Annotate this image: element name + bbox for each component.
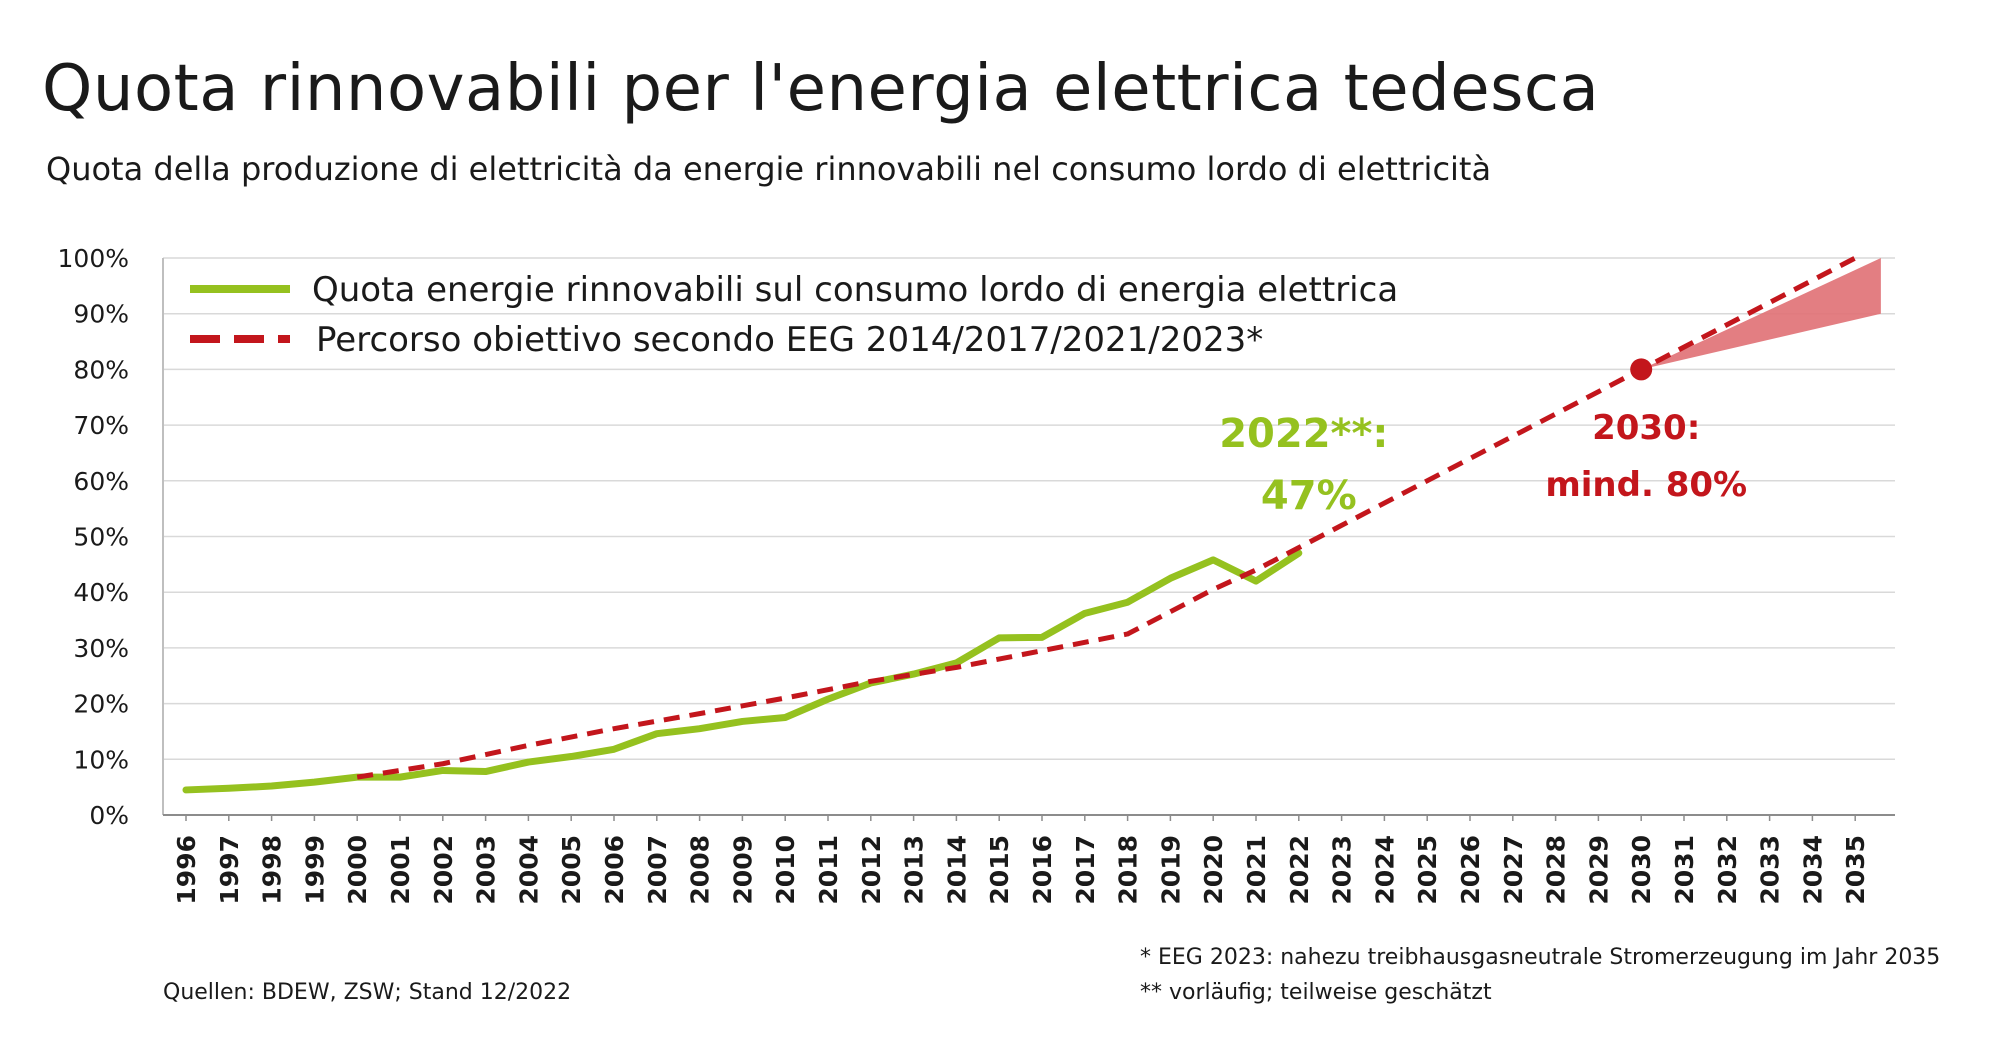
x-tick-label: 2022 (1285, 835, 1314, 905)
y-tick-label: 100% (58, 244, 129, 273)
x-tick-label: 2009 (728, 835, 757, 905)
x-tick-label: 2021 (1242, 835, 1271, 905)
x-tick-label: 2002 (429, 835, 458, 905)
x-tick-label: 2004 (514, 835, 543, 905)
y-tick-label: 50% (73, 523, 129, 552)
x-tick-label: 2029 (1584, 835, 1613, 905)
x-tick-label: 2020 (1199, 835, 1228, 905)
x-tick-label: 2000 (343, 835, 372, 905)
renewables-share-line (182, 549, 1303, 794)
x-tick-label: 2032 (1713, 835, 1742, 905)
x-tick-label: 2008 (686, 835, 715, 905)
x-tick-label: 2015 (985, 835, 1014, 905)
footnote-eeg-2023: * EEG 2023: nahezu treibhausgasneutrale … (1140, 945, 1941, 970)
x-tick-label: 2018 (1114, 835, 1143, 905)
y-tick-label: 10% (73, 745, 129, 774)
x-tick-label: 2011 (814, 835, 843, 905)
x-tick-label: 2010 (771, 835, 800, 905)
x-tick-label: 2014 (942, 835, 971, 905)
annotation-2022-year: 2022**: (1219, 411, 1388, 457)
x-tick-label: 2024 (1370, 835, 1399, 905)
legend: Quota energie rinnovabili sul consumo lo… (190, 270, 1398, 360)
x-tick-label: 2006 (600, 835, 629, 905)
legend-label-renewables: Quota energie rinnovabili sul consumo lo… (312, 270, 1398, 310)
y-tick-label: 40% (73, 578, 129, 607)
x-tick-label: 2003 (472, 835, 501, 905)
annotation-2022-value: 47% (1261, 473, 1357, 519)
x-tick-label: 2001 (386, 835, 415, 905)
y-tick-label: 0% (89, 801, 129, 830)
y-tick-label: 80% (73, 355, 129, 384)
x-tick-label: 2019 (1156, 835, 1185, 905)
y-tick-label: 60% (73, 467, 129, 496)
x-tick-label: 2025 (1413, 835, 1442, 905)
x-tick-label: 1999 (300, 835, 329, 905)
y-tick-label: 90% (73, 300, 129, 329)
annotation-2030-year: 2030: (1592, 408, 1700, 448)
x-tick-label: 2034 (1798, 835, 1827, 905)
footnote-provisional: ** vorläufig; teilweise geschätzt (1140, 980, 1492, 1005)
chart-subtitle: Quota della produzione di elettricità da… (46, 150, 1492, 188)
x-tick-label: 2026 (1456, 835, 1485, 905)
axes: 0% 10% 20% 30% 40% 50% 60% 70% 80% 90% 100% 1996 199… (58, 244, 1895, 905)
annotations: 2022**: 47% 2030: mind. 80% (1219, 408, 1747, 519)
x-tick-label: 2005 (557, 835, 586, 905)
x-tick-label: 2027 (1499, 835, 1528, 905)
legend-label-target: Percorso obiettivo secondo EEG 2014/2017… (316, 320, 1263, 360)
x-tick-label: 2035 (1841, 835, 1870, 905)
x-tick-label: 2013 (900, 835, 929, 905)
target-path-line (356, 255, 1857, 780)
x-tick-label: 1997 (215, 835, 244, 905)
x-tick-label: 2012 (857, 835, 886, 905)
target-range-wedge (1641, 258, 1881, 370)
y-tick-label: 70% (73, 411, 129, 440)
y-tick-label: 30% (73, 634, 129, 663)
x-tick-label: 2023 (1328, 835, 1357, 905)
x-tick-label: 1996 (172, 835, 201, 905)
x-tick-label: 2030 (1627, 835, 1656, 905)
x-tick-label: 2031 (1670, 835, 1699, 905)
x-tick-label: 2033 (1756, 835, 1785, 905)
target-2030-point (1630, 358, 1653, 381)
gridlines (163, 257, 1895, 761)
chart-title: Quota rinnovabili per l'energia elettric… (42, 52, 1600, 126)
source-note: Quellen: BDEW, ZSW; Stand 12/2022 (163, 980, 572, 1005)
series-layer (182, 255, 1857, 794)
target-range-band (1641, 258, 1881, 370)
x-tick-label: 2017 (1071, 835, 1100, 905)
x-tick-label: 2007 (643, 835, 672, 905)
x-tick-label: 1998 (258, 835, 287, 905)
annotation-2030-value: mind. 80% (1545, 465, 1747, 505)
y-tick-label: 20% (73, 690, 129, 719)
x-tick-label: 2028 (1542, 835, 1571, 905)
x-tick-label: 2016 (1028, 835, 1057, 905)
